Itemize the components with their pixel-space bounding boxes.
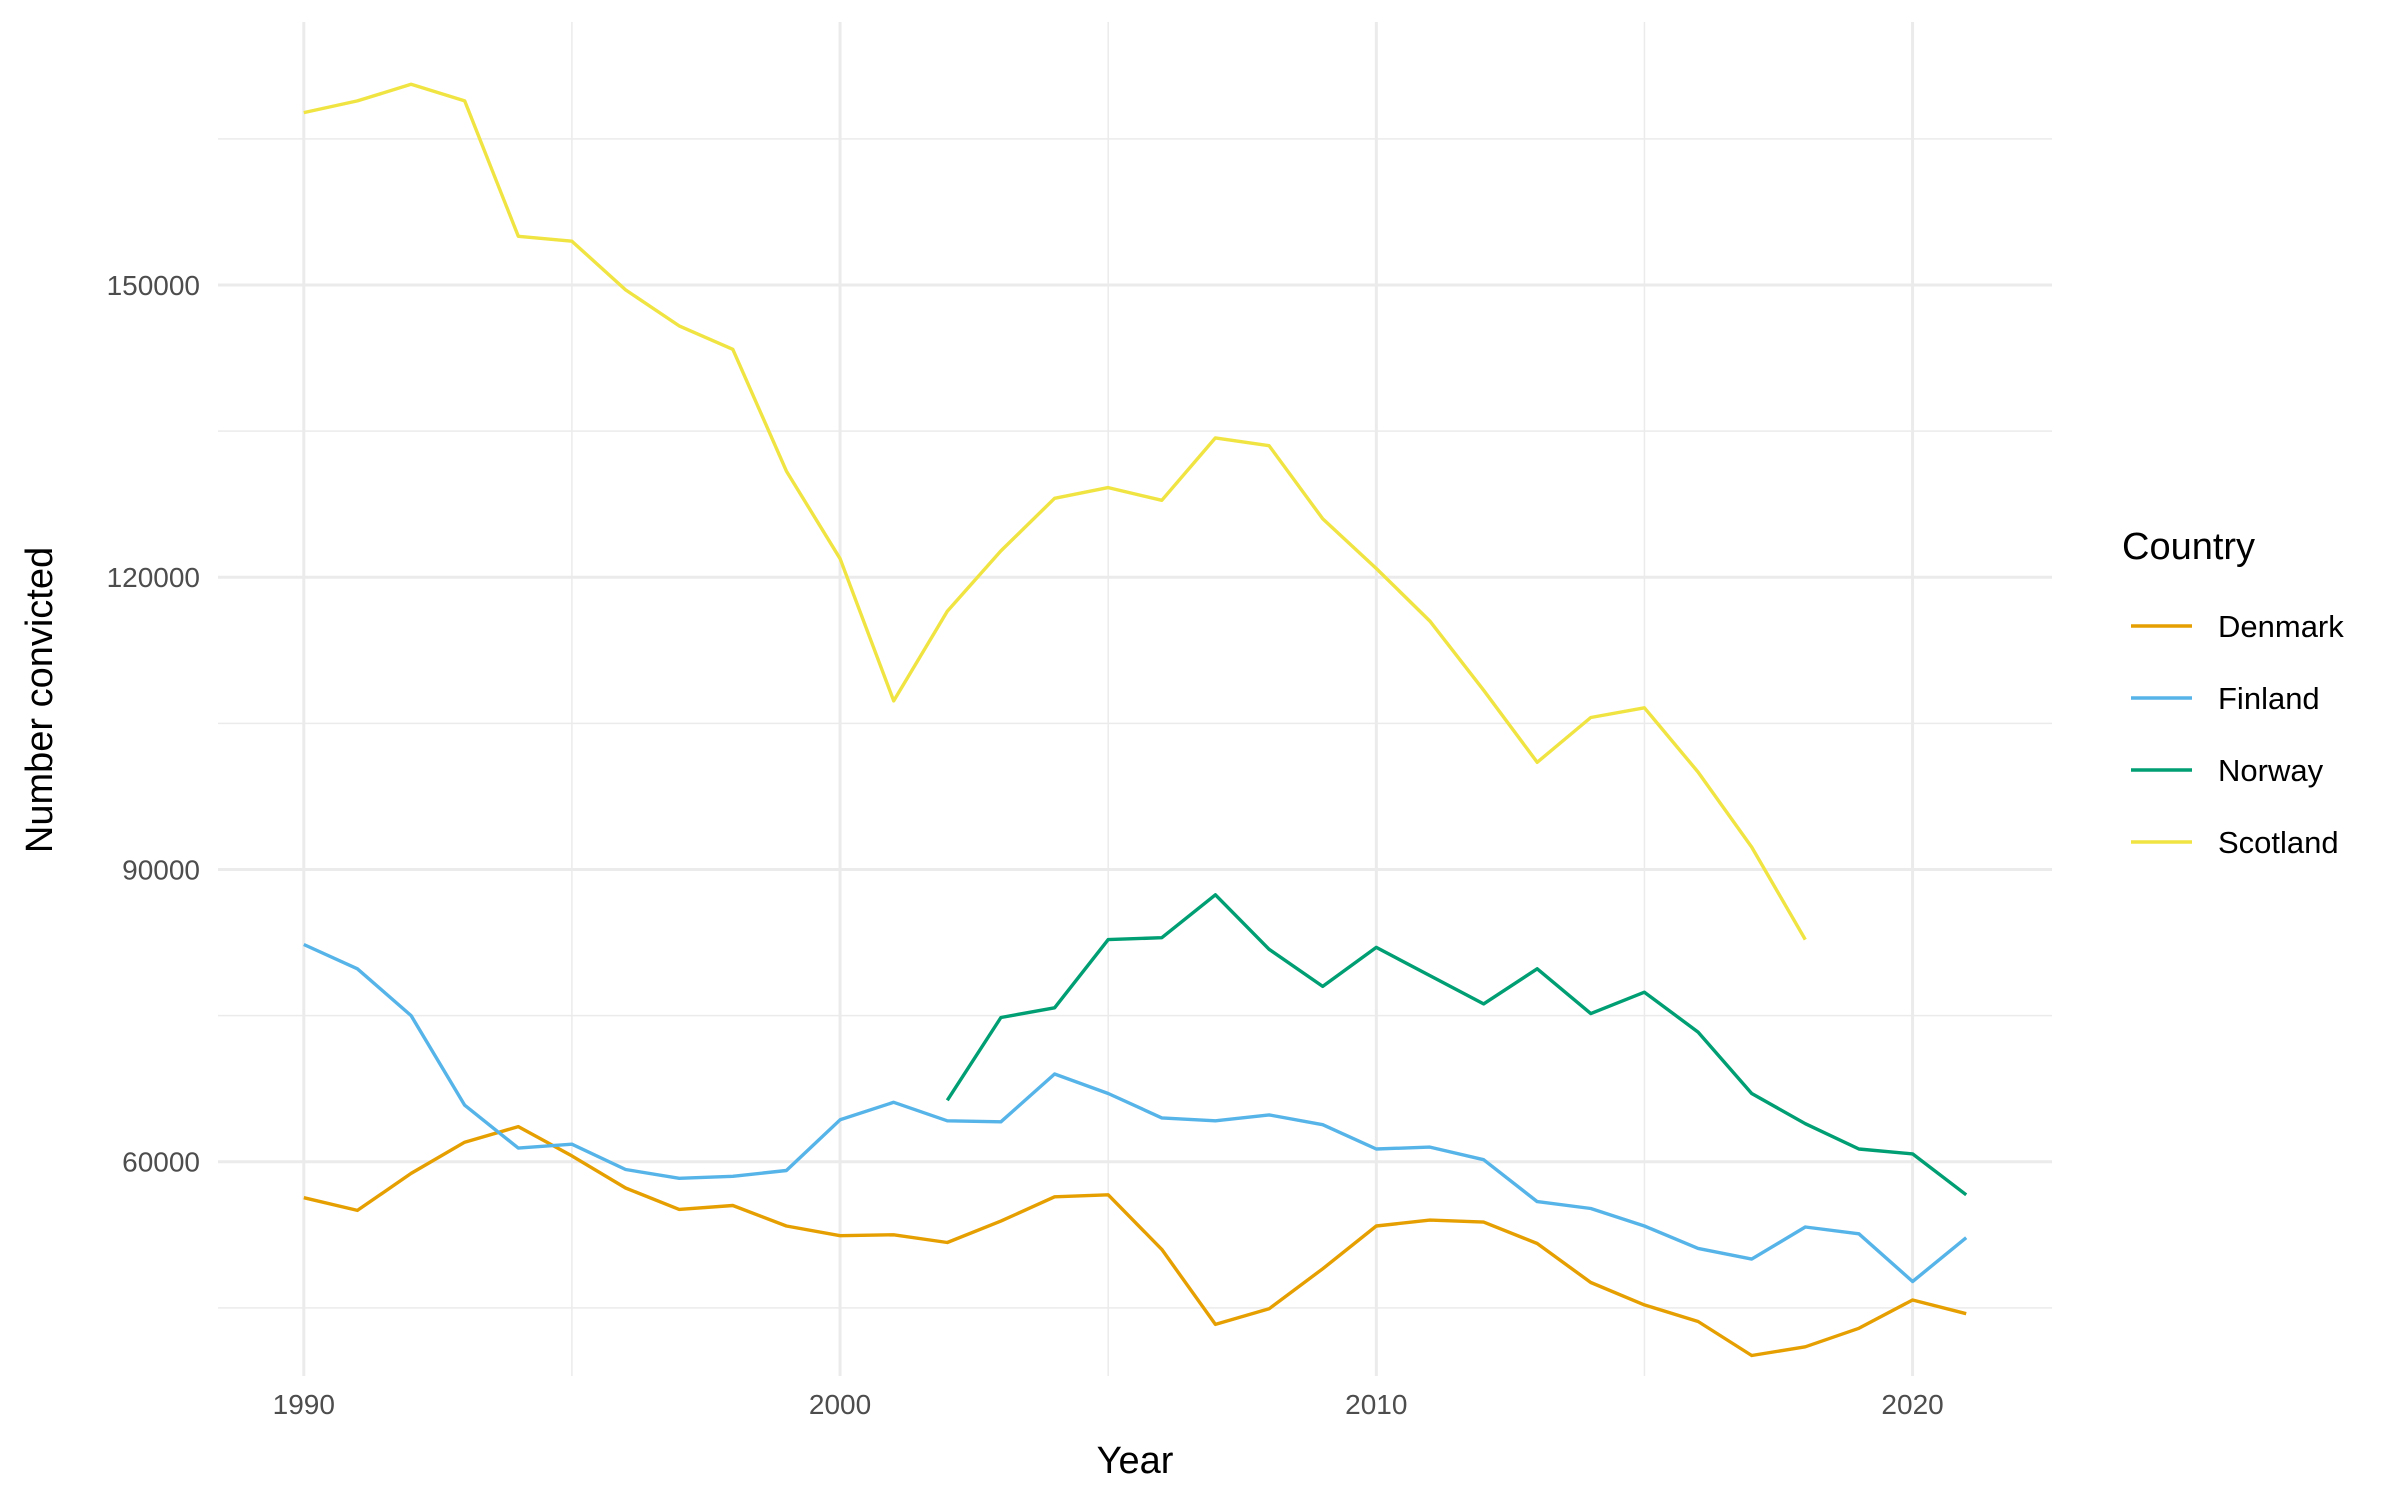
x-tick-label: 2020 [1881,1389,1943,1420]
major-gridlines [218,22,2052,1376]
legend-items: Denmark Finland Norway Scotland [2131,609,2344,860]
legend-label-finland: Finland [2218,681,2320,716]
legend-label-scotland: Scotland [2218,825,2339,860]
x-tick-label: 1990 [273,1389,335,1420]
legend: Country Denmark Finland Norway Scotland [2122,526,2344,860]
y-tick-label: 90000 [122,854,200,885]
series-line-finland [303,942,1968,1284]
x-tick-label: 2010 [1345,1389,1407,1420]
x-tick-label: 2000 [809,1389,871,1420]
legend-label-denmark: Denmark [2218,609,2344,644]
y-axis-tick-labels: 60000 90000 120000 150000 [107,270,200,1178]
x-axis-title: Year [1097,1440,1174,1482]
series-line-norway [945,893,1968,1197]
series-line-denmark [303,1124,1967,1358]
series-lines [303,82,1968,1358]
legend-label-norway: Norway [2218,753,2324,788]
y-axis-title: Number convicted [19,547,61,853]
minor-gridlines [218,22,2052,1376]
x-axis-tick-labels: 1990 2000 2010 2020 [273,1389,1944,1420]
y-tick-label: 150000 [107,270,200,301]
y-tick-label: 60000 [122,1147,200,1178]
legend-title: Country [2122,526,2255,568]
y-tick-label: 120000 [107,562,200,593]
series-line-scotland [303,82,1807,941]
